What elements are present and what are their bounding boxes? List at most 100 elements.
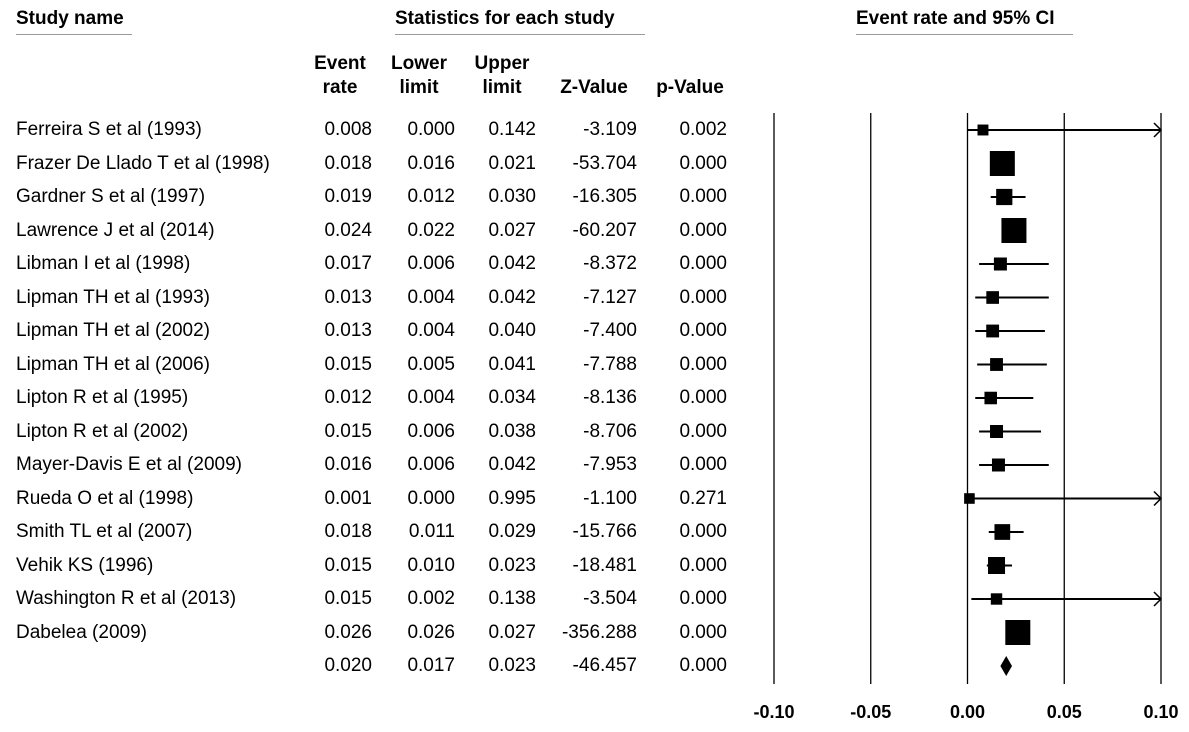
event-rate-cell: 0.020 [324,655,372,676]
p-value-cell: 0.000 [679,554,727,576]
study-marker [977,124,989,136]
ci-arrow [1153,122,1163,138]
z-value-cell: -3.109 [583,119,637,140]
p-value-cell: 0.000 [679,621,727,643]
upper-limit-cell: 0.138 [488,588,536,609]
p-value-cell: 0.000 [679,186,727,207]
event-rate-cell: 0.015 [324,353,372,375]
study-name-cell: Smith TL et al (2007) [16,521,193,542]
event-rate-cell: 0.013 [324,286,372,308]
study-name-cell: Gardner S et al (1997) [16,186,206,207]
event-rate-cell: 0.019 [324,186,372,207]
table-row: Gardner S et al (1997) 0.019 0.012 0.030 -16… [0,180,740,213]
p-value-cell: 0.000 [679,320,727,341]
x-tick-label: 0.00 [950,702,985,722]
plot-header: Event rate and 95% CI [856,8,1055,29]
study-name-cell: Rueda O et al (1998) [16,487,194,509]
z-value-cell: -16.305 [572,186,637,207]
event-rate-cell: 0.026 [324,621,372,643]
table-row: Ferreira S et al (1993) 0.008 0.000 0.142 -3… [0,113,740,146]
lower-limit-header-line1: Lower [391,53,447,74]
lower-limit-cell: 0.004 [407,286,455,308]
event-rate-cell: 0.013 [324,320,372,341]
study-name-cell: Lipton R et al (2002) [16,420,189,442]
lower-limit-cell: 0.006 [407,454,455,475]
pooled-row: 0.020 0.017 0.023 -46.457 0.000 [0,649,740,682]
table-row: Vehik KS (1996) 0.015 0.010 0.023 -18.481 0.0… [0,549,740,582]
table-row: Washington R et al (2013) 0.015 0.002 0.138… [0,582,740,615]
study-name-cell: Mayer-Davis E et al (2009) [16,454,242,475]
z-value-cell: -7.400 [583,320,637,341]
study-name-cell: Libman I et al (1998) [16,253,191,274]
lower-limit-cell: 0.006 [407,253,455,274]
p-value-cell: 0.000 [679,387,727,408]
p-value-cell: 0.000 [679,521,727,542]
study-marker [1001,218,1027,243]
study-name-cell: Vehik KS (1996) [16,554,154,576]
z-value-cell: -15.766 [572,521,637,542]
event-rate-cell: 0.015 [324,420,372,442]
z-value-cell: -60.207 [572,219,637,241]
study-name-cell: Ferreira S et al (1993) [16,119,202,140]
lower-limit-cell: 0.002 [407,588,455,609]
study-marker [990,425,1004,438]
event-rate-cell: 0.024 [324,219,372,241]
table-row: Lipton R et al (1995) 0.012 0.004 0.034 -8.1… [0,381,740,414]
p-value-cell: 0.000 [679,152,727,174]
table-row: Rueda O et al (1998) 0.001 0.000 0.995 -1.10… [0,482,740,515]
table-row: Smith TL et al (2007) 0.018 0.011 0.029 -15.… [0,515,740,548]
upper-limit-cell: 0.042 [488,286,536,308]
table-row: Lipman TH et al (1993) 0.013 0.004 0.042 -7.… [0,281,740,314]
ci-arrow [1153,591,1163,607]
study-marker [984,391,997,405]
upper-limit-header-line2: limit [482,77,522,98]
z-value-cell: -8.136 [583,387,637,408]
lower-limit-cell: 0.016 [407,152,455,174]
upper-limit-column-header: Upper limit [464,52,540,100]
table-row: Mayer-Davis E et al (2009) 0.016 0.006 0.04… [0,448,740,481]
lower-limit-cell: 0.012 [407,186,455,207]
statistics-header-rule [395,34,645,35]
upper-limit-cell: 0.042 [488,253,536,274]
lower-limit-header-line2: limit [399,77,439,98]
study-marker [986,324,1000,338]
upper-limit-cell: 0.041 [488,353,536,375]
table-row: Dabelea (2009) 0.026 0.026 0.027 -356.288 0.0… [0,616,740,649]
event-rate-cell: 0.015 [324,554,372,576]
table-row: Lawrence J et al (2014) 0.024 0.022 0.027 -6… [0,214,740,247]
upper-limit-cell: 0.995 [488,487,536,509]
p-value-cell: 0.000 [679,286,727,308]
study-name-cell: Lawrence J et al (2014) [16,219,215,241]
study-marker [991,458,1005,472]
study-marker [988,557,1006,574]
x-tick-label: 0.05 [1047,702,1082,722]
upper-limit-cell: 0.023 [488,554,536,576]
p-value-cell: 0.000 [679,454,727,475]
lower-limit-cell: 0.004 [407,320,455,341]
lower-limit-cell: 0.000 [407,487,455,509]
x-tick-label: -0.05 [850,702,891,722]
upper-limit-cell: 0.034 [488,387,536,408]
lower-limit-cell: 0.000 [407,119,455,140]
pooled-diamond [1000,656,1013,676]
p-value-column-header: p-Value [656,77,724,98]
lower-limit-cell: 0.004 [407,387,455,408]
statistics-header: Statistics for each study [395,8,615,29]
event-rate-cell: 0.018 [324,152,372,174]
z-value-cell: -53.704 [572,152,637,174]
study-name-cell: Washington R et al (2013) [16,588,237,609]
study-marker [964,493,975,504]
event-rate-header-line1: Event [314,53,366,74]
study-name-cell: Lipman TH et al (2006) [16,353,210,375]
upper-limit-cell: 0.027 [488,621,536,643]
study-name-cell: Lipman TH et al (1993) [16,286,210,308]
p-value-cell: 0.000 [679,253,727,274]
lower-limit-cell: 0.017 [407,655,455,676]
study-name-cell: Frazer De Llado T et al (1998) [16,152,270,174]
study-marker [986,291,999,304]
upper-limit-cell: 0.042 [488,454,536,475]
study-marker [989,151,1015,176]
table-row: Lipton R et al (2002) 0.015 0.006 0.038 -8.7… [0,415,740,448]
lower-limit-cell: 0.005 [407,353,455,375]
